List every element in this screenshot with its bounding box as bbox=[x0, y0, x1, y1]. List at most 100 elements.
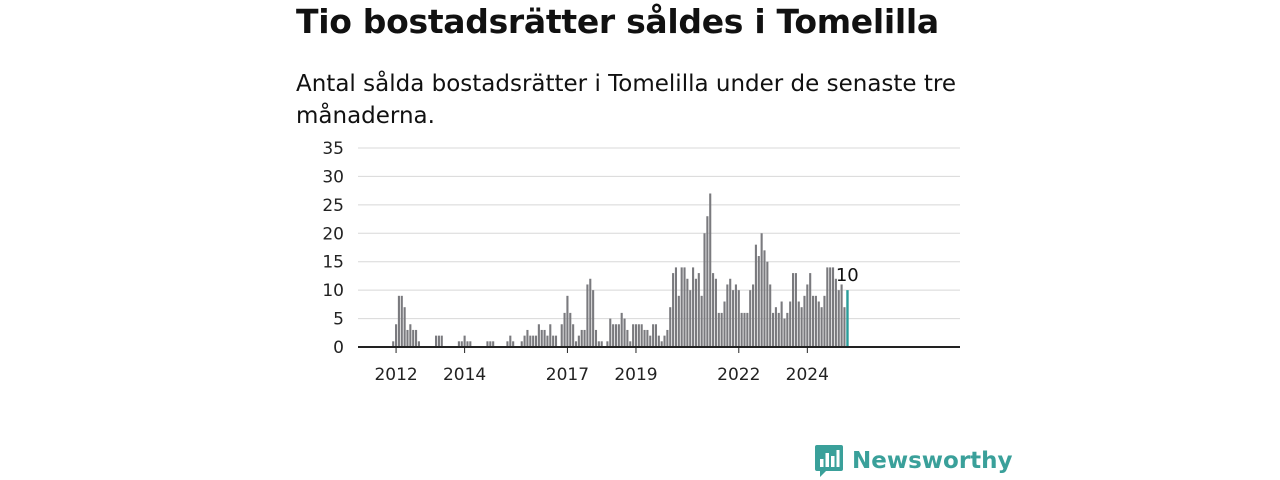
bar bbox=[540, 329, 543, 347]
bar bbox=[697, 273, 700, 347]
bar bbox=[574, 341, 578, 347]
bar bbox=[740, 312, 743, 347]
bar bbox=[726, 284, 729, 347]
bars bbox=[392, 193, 849, 347]
bar bbox=[774, 307, 777, 347]
bar bbox=[840, 284, 843, 347]
y-tick-label: 35 bbox=[322, 139, 344, 159]
bar bbox=[683, 267, 686, 347]
bar bbox=[746, 312, 749, 347]
bar bbox=[606, 341, 609, 347]
bar bbox=[814, 295, 817, 347]
bar bbox=[492, 341, 495, 347]
bar bbox=[437, 335, 440, 347]
bar bbox=[397, 295, 400, 347]
y-tick-label: 0 bbox=[333, 338, 344, 358]
bar bbox=[546, 335, 549, 347]
bar bbox=[520, 341, 523, 347]
bar bbox=[549, 324, 552, 347]
bar bbox=[723, 301, 726, 347]
bar bbox=[486, 341, 489, 347]
chart-subtitle: Antal sålda bostadsrätter i Tomelilla un… bbox=[296, 71, 957, 129]
y-tick-label: 30 bbox=[322, 167, 344, 187]
y-tick-label: 25 bbox=[322, 196, 344, 216]
x-tick-label: 2022 bbox=[717, 365, 760, 385]
bar bbox=[752, 284, 755, 347]
bar bbox=[597, 341, 600, 347]
bar bbox=[532, 335, 535, 347]
bar bbox=[409, 324, 412, 347]
bar bbox=[720, 312, 723, 347]
bar bbox=[789, 301, 792, 347]
bar bbox=[737, 290, 740, 347]
newsworthy-logo-icon bbox=[815, 445, 843, 477]
bar bbox=[623, 318, 626, 347]
bar bbox=[586, 284, 589, 347]
bar bbox=[786, 312, 789, 347]
bar bbox=[717, 312, 720, 347]
x-tick-label: 2019 bbox=[614, 365, 657, 385]
bar bbox=[506, 341, 509, 347]
bar bbox=[734, 284, 737, 347]
bar bbox=[657, 335, 660, 347]
y-tick-label: 5 bbox=[333, 310, 344, 330]
bar bbox=[412, 329, 415, 347]
x-tick-label: 2024 bbox=[786, 365, 829, 385]
bar bbox=[749, 290, 752, 347]
bar bbox=[669, 307, 672, 347]
bar bbox=[843, 307, 846, 347]
bar bbox=[817, 301, 820, 347]
bar bbox=[660, 341, 663, 347]
y-tick-label: 10 bbox=[322, 281, 344, 301]
bar bbox=[463, 335, 466, 347]
bar bbox=[729, 278, 732, 347]
bar bbox=[640, 324, 643, 347]
bar bbox=[763, 250, 766, 347]
bar bbox=[529, 335, 532, 347]
gridlines bbox=[358, 147, 960, 320]
bar bbox=[829, 267, 832, 347]
bar bbox=[435, 335, 438, 347]
bar bbox=[694, 278, 697, 347]
bar bbox=[417, 341, 420, 347]
bar bbox=[792, 273, 795, 347]
bar bbox=[643, 329, 646, 347]
bar bbox=[680, 267, 683, 347]
bar bbox=[823, 295, 826, 347]
bar bbox=[457, 341, 460, 347]
bar bbox=[509, 335, 512, 347]
bar bbox=[663, 335, 666, 347]
x-tick-label: 2014 bbox=[443, 365, 486, 385]
bar bbox=[769, 284, 772, 347]
bar bbox=[820, 307, 823, 347]
y-tick-label: 15 bbox=[322, 253, 344, 273]
bar bbox=[589, 278, 592, 347]
bar bbox=[563, 312, 566, 347]
bar bbox=[666, 329, 669, 347]
y-tick-label: 20 bbox=[322, 224, 344, 244]
bar bbox=[617, 324, 620, 347]
bar-highlight bbox=[846, 290, 849, 347]
chart-title: Tio bostadsrätter såldes i Tomelilla bbox=[296, 2, 939, 41]
x-tick-label: 2017 bbox=[546, 365, 589, 385]
bar bbox=[834, 278, 837, 347]
bar bbox=[831, 267, 835, 347]
bar bbox=[552, 335, 555, 347]
bar bbox=[543, 329, 546, 347]
bar bbox=[754, 244, 757, 347]
bar bbox=[592, 290, 595, 347]
bar bbox=[766, 261, 769, 347]
bar bbox=[806, 284, 809, 347]
bar bbox=[649, 335, 652, 347]
bar bbox=[460, 341, 463, 347]
bar bbox=[489, 341, 492, 347]
bar bbox=[634, 324, 638, 347]
bar bbox=[700, 295, 703, 347]
bar bbox=[632, 324, 635, 347]
bar bbox=[674, 267, 678, 347]
bar bbox=[800, 307, 803, 347]
bar bbox=[415, 329, 418, 347]
bar bbox=[554, 335, 558, 347]
bar bbox=[466, 341, 469, 347]
bar bbox=[837, 290, 840, 347]
